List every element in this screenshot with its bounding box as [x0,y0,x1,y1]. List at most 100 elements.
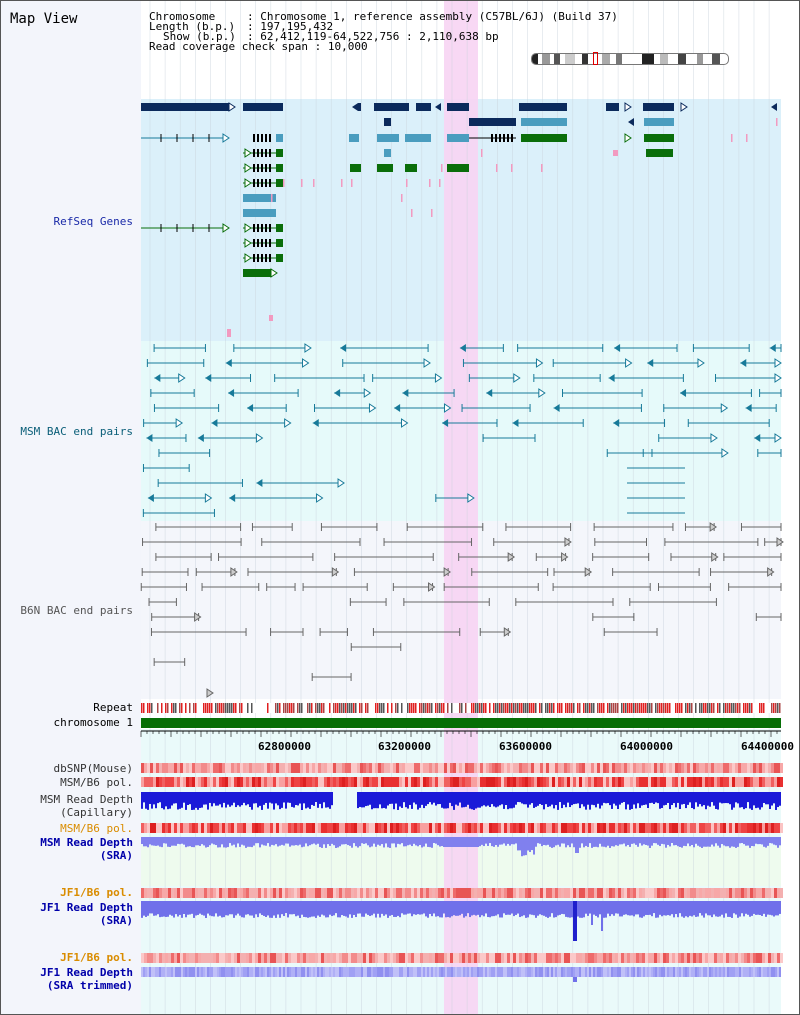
read-depth-bar [771,901,773,916]
read-depth-bar [317,837,319,844]
read-depth-bar [161,901,163,917]
track-label-msm-read-depth-cap-sub: (Capillary) [60,806,133,819]
polymorphism-cell [198,777,201,787]
ideogram-band [582,54,588,64]
strand-arrow [740,359,747,367]
gene-exon [447,103,469,111]
read-depth-cell [301,967,303,977]
read-depth-bar [339,901,341,918]
repeat-element [241,703,243,713]
read-depth-bar [539,837,541,844]
strand-arrow [197,434,204,442]
read-depth-bar [753,901,755,914]
read-depth-bar [627,792,629,805]
polymorphism-cell [558,777,561,787]
read-depth-cell [197,967,199,977]
polymorphism-cell [189,953,192,963]
polymorphism-cell [225,823,228,833]
read-depth-bar [445,837,447,847]
polymorphism-cell [291,777,294,787]
read-depth-bar [261,792,263,810]
read-depth-bar [637,837,639,847]
read-depth-bar [753,792,755,806]
dbsnp-cell [165,763,168,773]
read-depth-bar [747,837,749,846]
polymorphism-cell [636,888,639,898]
read-depth-bar [629,901,631,916]
exon-tick [269,224,271,232]
read-depth-bar [157,837,159,846]
read-depth-bar [531,901,533,915]
polymorphism-cell [159,823,162,833]
gene-exon [377,164,393,172]
polymorphism-cell [201,888,204,898]
read-depth-bar [537,837,539,844]
repeat-element [189,703,191,713]
polymorphism-cell [285,888,288,898]
read-depth-bar [759,792,761,810]
chromosome-ideogram[interactable] [531,53,729,65]
read-depth-cell [217,967,219,977]
read-depth-bar [751,901,753,916]
read-depth-bar [699,792,701,805]
read-depth-bar [777,792,779,808]
read-depth-bar [713,901,715,915]
read-depth-bar [775,901,777,916]
exon-tick [269,149,271,157]
repeat-element [447,703,449,713]
strand-arrow [175,418,184,428]
read-depth-bar [745,792,747,809]
repeat-element [705,703,707,713]
read-depth-cell [253,967,255,977]
read-depth-bar [695,837,697,844]
polymorphism-cell [654,888,657,898]
read-depth-bar [475,837,477,847]
polymorphism-cell [486,823,489,833]
polymorphism-cell [639,888,642,898]
polymorphism-cell [201,823,204,833]
read-depth-cell [229,967,231,977]
read-depth-bar [207,837,209,847]
read-depth-bar [299,901,301,918]
read-depth-bar [511,901,513,914]
read-depth-bar [355,837,357,847]
strand-arrow [776,537,784,547]
dbsnp-cell [453,763,456,773]
read-depth-bar [271,837,273,845]
read-depth-cell [571,967,573,977]
polymorphism-cell [381,823,384,833]
read-depth-bar [441,837,443,847]
read-depth-bar [505,792,507,806]
read-depth-bar [329,792,331,809]
polymorphism-cell [462,823,465,833]
read-depth-bar [257,792,259,808]
read-depth-bar [163,792,165,810]
repeat-element [703,703,705,713]
exon-tick [265,134,267,142]
read-depth-bar [379,792,381,805]
read-depth-cell [349,967,351,977]
read-depth-cell [707,967,709,977]
read-depth-bar [551,792,553,805]
polymorphism-cell [300,777,303,787]
polymorphism-cell [420,888,423,898]
read-depth-cell [369,967,371,977]
repeat-element [763,703,765,713]
dbsnp-cell [339,763,342,773]
read-depth-bar [487,792,489,806]
repeat-element [659,703,661,713]
read-depth-bar [279,792,281,810]
read-depth-bar [425,901,427,917]
read-depth-cell [485,967,487,977]
polymorphism-cell [660,888,663,898]
read-depth-cell [263,967,265,977]
repeat-element [759,703,761,713]
polymorphism-cell [453,823,456,833]
polymorphism-cell [372,888,375,898]
read-depth-cell [215,967,217,977]
read-depth-bar [537,901,539,916]
strand-arrow [434,373,443,383]
polymorphism-cell [402,823,405,833]
read-depth-cell [703,967,705,977]
